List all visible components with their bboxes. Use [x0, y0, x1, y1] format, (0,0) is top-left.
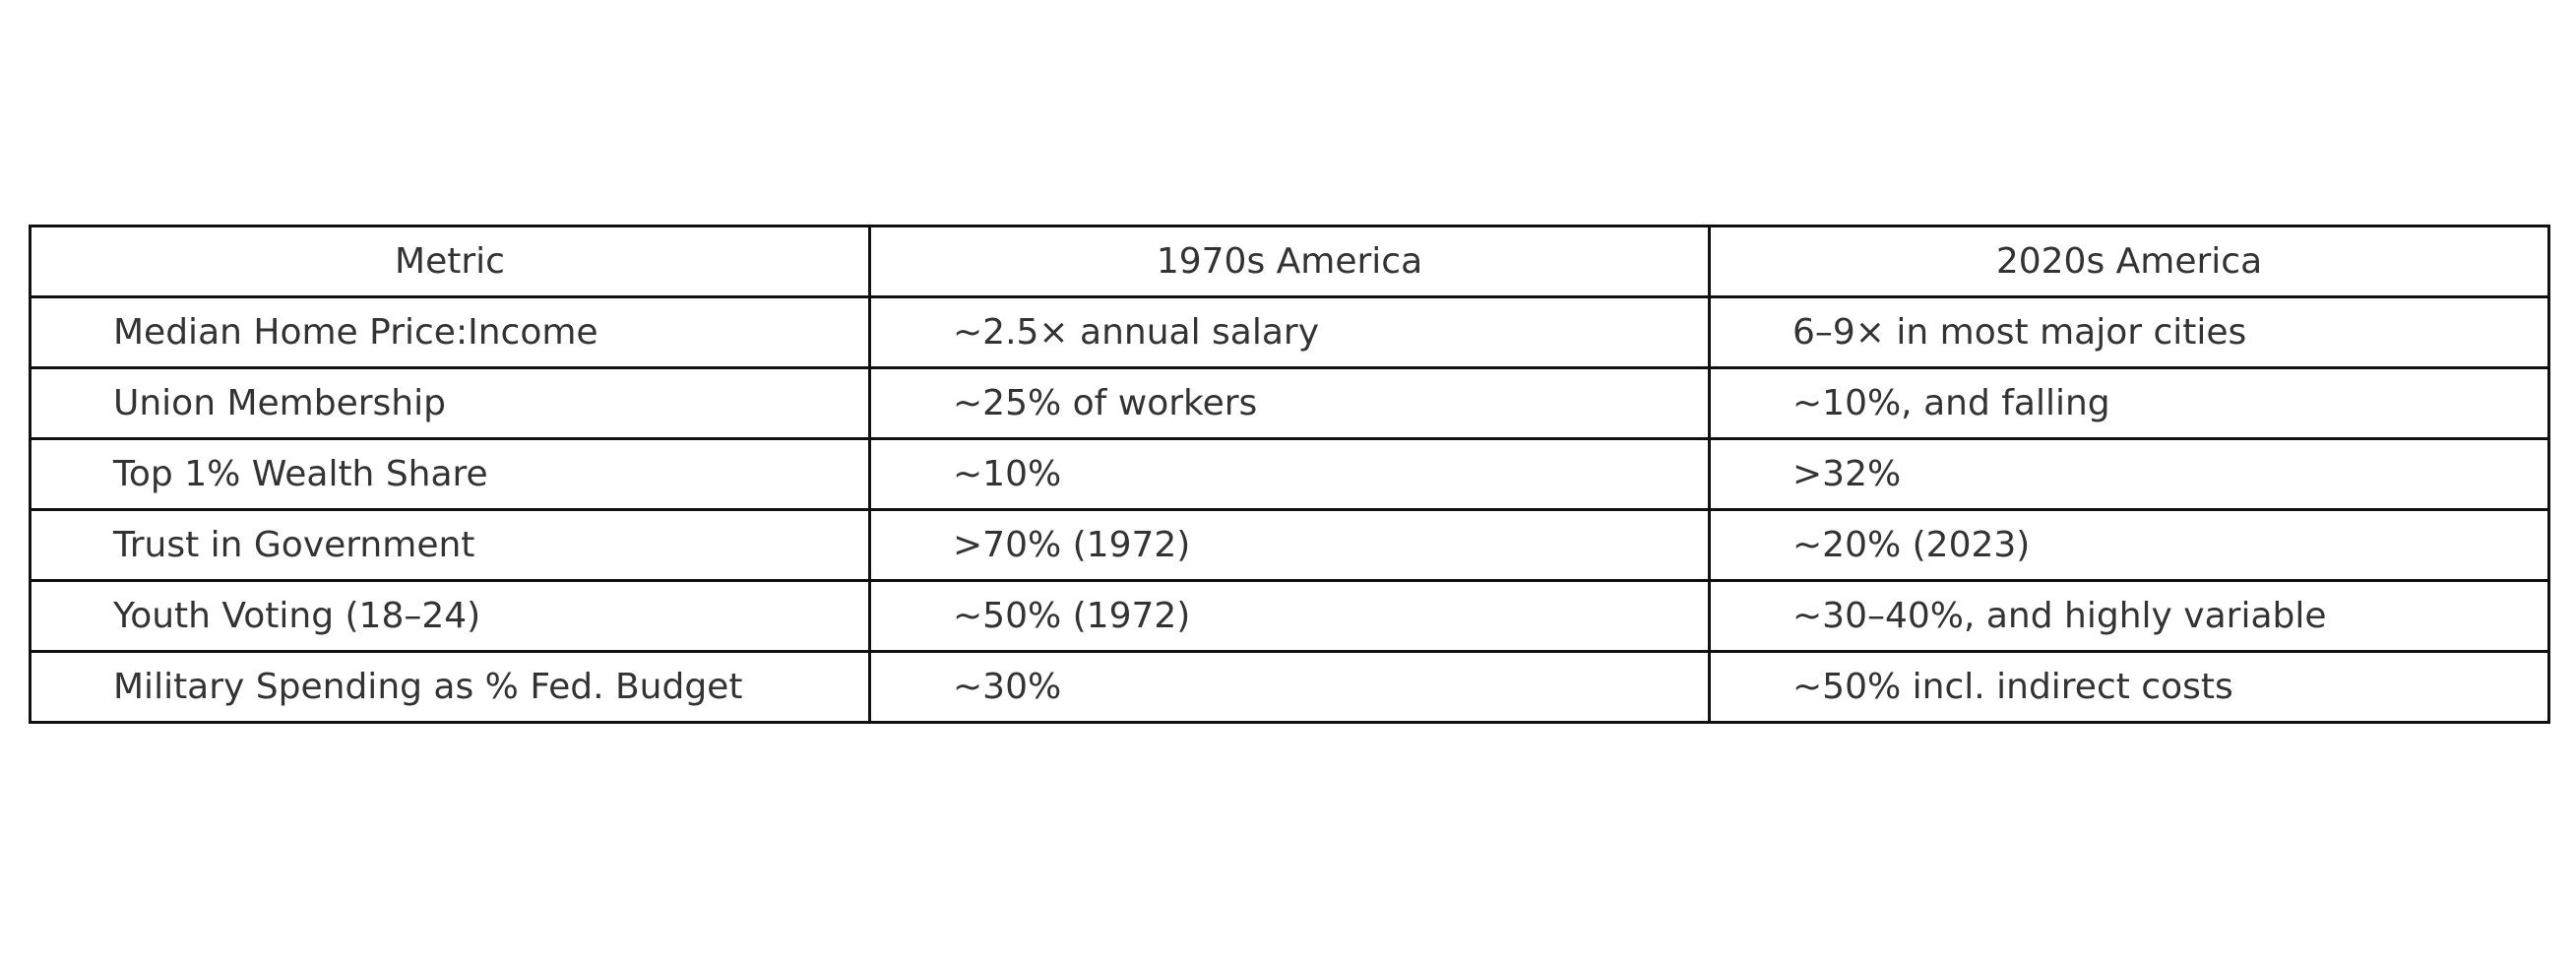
- table-cell-2020s: >32%: [1708, 437, 2550, 511]
- header-row: Metric 1970s America 2020s America: [29, 225, 2550, 298]
- table-cell-1970s: ~25% of workers: [868, 366, 1711, 440]
- table-cell-1970s: ~2.5× annual salary: [868, 295, 1711, 369]
- table-cell-2020s: 6–9× in most major cities: [1708, 295, 2550, 369]
- table-cell-1970s: ~50% (1972): [868, 579, 1711, 653]
- table-cell-metric: Union Membership: [29, 366, 871, 440]
- header-cell-1970s: 1970s America: [868, 225, 1711, 298]
- header-cell-2020s: 2020s America: [1708, 225, 2550, 298]
- table-row: Union Membership ~25% of workers ~10%, a…: [29, 366, 2550, 440]
- comparison-table: Metric 1970s America 2020s America Media…: [29, 225, 2550, 724]
- table-row: Median Home Price:Income ~2.5× annual sa…: [29, 295, 2550, 369]
- table-cell-2020s: ~10%, and falling: [1708, 366, 2550, 440]
- table-cell-2020s: ~30–40%, and highly variable: [1708, 579, 2550, 653]
- header-cell-metric: Metric: [29, 225, 871, 298]
- table-cell-1970s: ~30%: [868, 650, 1711, 724]
- table-cell-metric: Military Spending as % Fed. Budget: [29, 650, 871, 724]
- table-cell-metric: Youth Voting (18–24): [29, 579, 871, 653]
- table-row: Military Spending as % Fed. Budget ~30% …: [29, 650, 2550, 724]
- table-cell-1970s: ~10%: [868, 437, 1711, 511]
- table-cell-2020s: ~50% incl. indirect costs: [1708, 650, 2550, 724]
- comparison-table-container: Metric 1970s America 2020s America Media…: [29, 225, 2550, 724]
- table-cell-2020s: ~20% (2023): [1708, 508, 2550, 582]
- table-cell-metric: Trust in Government: [29, 508, 871, 582]
- table-row: Youth Voting (18–24) ~50% (1972) ~30–40%…: [29, 579, 2550, 653]
- table-cell-metric: Median Home Price:Income: [29, 295, 871, 369]
- table-row: Trust in Government >70% (1972) ~20% (20…: [29, 508, 2550, 582]
- table-cell-1970s: >70% (1972): [868, 508, 1711, 582]
- table-cell-metric: Top 1% Wealth Share: [29, 437, 871, 511]
- table-row: Top 1% Wealth Share ~10% >32%: [29, 437, 2550, 511]
